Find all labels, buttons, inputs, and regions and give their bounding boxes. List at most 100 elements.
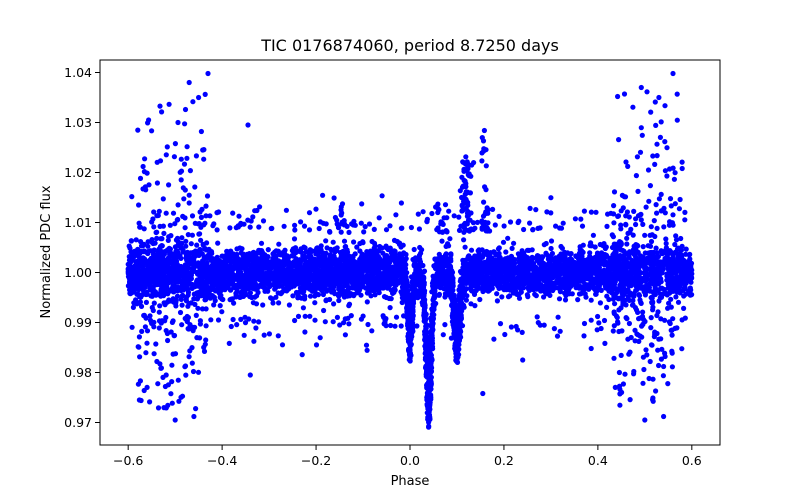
data-point — [467, 286, 474, 292]
data-point — [477, 296, 483, 303]
data-point — [136, 254, 142, 260]
data-point — [135, 246, 141, 252]
data-point — [543, 262, 549, 268]
data-point — [265, 288, 271, 294]
data-point — [288, 267, 294, 274]
data-point — [160, 293, 167, 299]
data-point — [437, 285, 443, 291]
data-point — [308, 282, 314, 288]
data-point — [463, 297, 469, 303]
data-point — [603, 280, 609, 286]
data-point — [647, 243, 654, 249]
data-point — [485, 252, 491, 259]
data-point — [156, 309, 162, 315]
data-point — [367, 248, 373, 254]
data-point — [516, 284, 523, 291]
data-point — [175, 239, 181, 245]
data-point — [320, 255, 326, 261]
data-point — [206, 272, 212, 278]
data-point — [194, 242, 200, 248]
data-point — [212, 298, 218, 304]
data-point — [592, 262, 599, 268]
data-point — [132, 253, 138, 259]
data-point — [494, 291, 500, 297]
data-point — [304, 259, 310, 265]
data-point — [473, 287, 479, 293]
data-point — [251, 280, 257, 286]
data-point — [468, 247, 475, 253]
data-point — [510, 240, 517, 246]
data-point — [387, 305, 393, 311]
data-point — [503, 249, 509, 255]
data-point — [297, 257, 303, 263]
data-point — [642, 275, 648, 281]
data-point — [133, 283, 139, 289]
data-point — [284, 267, 290, 273]
data-point — [655, 266, 662, 272]
data-point — [145, 243, 151, 249]
data-point — [396, 278, 402, 284]
data-point — [567, 272, 573, 279]
data-point — [272, 249, 278, 255]
data-point — [137, 284, 143, 290]
data-point — [666, 300, 672, 306]
data-point — [280, 259, 286, 265]
data-point — [127, 280, 133, 286]
data-point — [128, 238, 134, 244]
data-point — [557, 289, 564, 295]
data-point — [556, 296, 563, 302]
data-point — [140, 255, 146, 261]
data-point — [658, 276, 664, 282]
data-point — [524, 255, 531, 261]
data-point — [303, 285, 309, 291]
data-point — [659, 292, 665, 298]
data-point — [678, 247, 685, 253]
data-point — [604, 304, 610, 310]
data-point — [200, 274, 206, 280]
data-point — [447, 236, 453, 242]
data-point — [398, 244, 404, 250]
data-point — [625, 230, 631, 236]
data-point — [572, 272, 578, 278]
data-point — [208, 286, 214, 293]
data-point — [682, 286, 688, 292]
data-point — [237, 294, 243, 300]
data-point — [331, 253, 337, 259]
data-point — [200, 241, 206, 247]
data-point — [678, 272, 684, 278]
data-point — [673, 237, 680, 243]
data-point — [626, 297, 633, 303]
data-point — [300, 305, 306, 311]
data-point — [231, 300, 237, 306]
data-point — [612, 301, 618, 307]
data-point — [521, 285, 527, 291]
data-point — [317, 282, 323, 288]
data-point — [563, 292, 569, 299]
data-point — [509, 245, 515, 251]
data-point — [510, 290, 517, 296]
data-point — [177, 309, 184, 316]
data-point — [464, 293, 470, 299]
data-point — [494, 298, 500, 304]
data-point — [249, 294, 255, 301]
data-point — [173, 303, 179, 309]
data-point — [620, 282, 626, 288]
data-point — [460, 261, 466, 267]
data-point — [612, 251, 618, 257]
data-point — [553, 280, 559, 286]
data-point — [620, 247, 626, 254]
data-point — [257, 250, 263, 256]
data-point — [292, 259, 298, 265]
data-point — [177, 271, 183, 277]
data-point — [508, 257, 514, 263]
data-point — [240, 252, 246, 258]
data-point — [674, 277, 680, 283]
data-point — [154, 282, 160, 288]
data-point — [203, 247, 209, 253]
data-point — [663, 236, 669, 242]
data-point — [146, 275, 152, 281]
data-point — [411, 246, 417, 253]
data-point — [505, 294, 512, 300]
data-point — [380, 262, 386, 268]
data-point — [125, 261, 131, 267]
